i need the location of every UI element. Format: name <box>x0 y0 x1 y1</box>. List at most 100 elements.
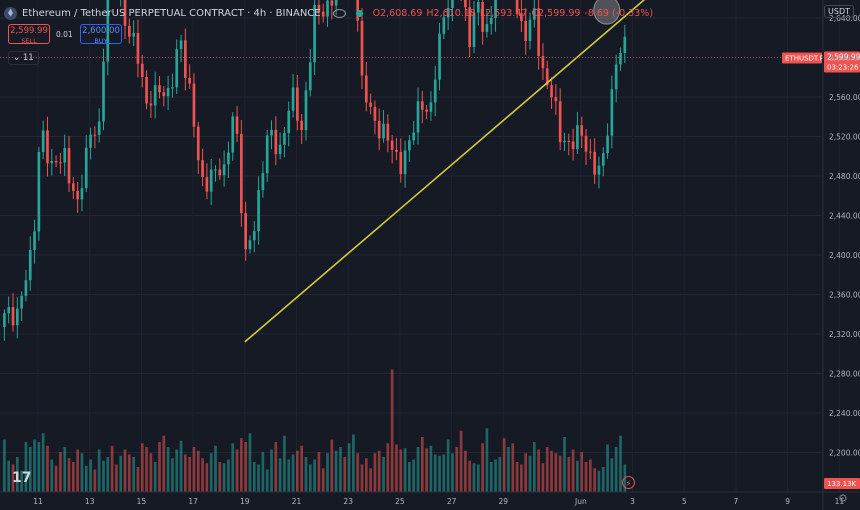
candle-body <box>145 76 148 104</box>
volume-bar <box>80 453 84 492</box>
volume-bar <box>425 448 428 492</box>
y-tick-label: 2,320.00 <box>829 330 860 339</box>
candle-body <box>235 116 239 134</box>
symbol-header[interactable]: Ethereum / TetherUS PERPETUAL CONTRACT ·… <box>4 4 657 22</box>
candle-body <box>184 40 187 78</box>
tradingview-logo[interactable]: 17 <box>12 470 32 486</box>
candle-body <box>567 140 571 142</box>
candle-body <box>149 103 153 106</box>
volume-bar <box>296 450 299 492</box>
candle-body <box>468 7 472 47</box>
candle-body <box>76 190 79 200</box>
volume-bar <box>115 464 118 492</box>
volume-bar <box>382 457 385 492</box>
volume-bar <box>175 449 179 492</box>
candle-body <box>515 0 519 14</box>
volume-bar <box>412 459 416 492</box>
volume-bar <box>364 458 368 492</box>
volume-tag <box>824 478 860 489</box>
volume-bar <box>265 469 269 492</box>
candle-body <box>382 123 385 139</box>
buy-button[interactable]: 2,600.00 BUY <box>80 24 122 45</box>
volume-bar <box>179 440 183 492</box>
candle-body <box>308 62 312 91</box>
candle-body <box>524 20 528 41</box>
candle-body <box>33 231 36 250</box>
gear-icon[interactable]: ⚙ <box>838 492 848 505</box>
volume-bar <box>619 435 622 492</box>
y-tick-label: 2,400.00 <box>829 251 860 260</box>
x-tick-label: 3 <box>630 497 635 506</box>
candle-body <box>248 240 252 250</box>
volume-bar <box>196 450 200 492</box>
status-dot-icon <box>355 9 363 17</box>
buy-price: 2,600.00 <box>82 26 120 36</box>
candle-body <box>489 18 493 25</box>
eye-icon[interactable] <box>332 8 346 18</box>
volume-bar <box>584 462 588 492</box>
candle-body <box>300 120 304 131</box>
currency-selector[interactable]: USDT <box>824 5 854 18</box>
volume-bar <box>567 457 571 492</box>
candle-body <box>136 33 140 64</box>
candle-body <box>265 135 269 174</box>
sell-button[interactable]: 2,599.99 SELL <box>8 24 50 45</box>
candle-body <box>261 173 265 191</box>
lightning-icon[interactable]: ⚡ <box>622 476 635 489</box>
candle-body <box>442 17 446 34</box>
spread-value: 0.01 <box>56 30 73 39</box>
volume-bar <box>347 443 351 492</box>
symbol-tag <box>782 52 822 64</box>
candle-body <box>15 308 19 326</box>
volume-bar <box>352 434 355 492</box>
volume-bar <box>37 442 41 492</box>
volume-bar <box>67 458 71 492</box>
x-tick-label: 17 <box>188 497 198 506</box>
candle-body <box>175 49 179 88</box>
candle-body <box>171 87 174 89</box>
volume-bar <box>330 439 334 492</box>
volume-bar <box>498 457 502 492</box>
volume-bar <box>502 438 506 492</box>
volume-bar <box>166 447 170 492</box>
x-tick-label: 11 <box>33 497 43 506</box>
candle-body <box>291 87 295 111</box>
candle-body <box>50 160 54 164</box>
volume-bar <box>511 443 515 492</box>
volume-bar <box>597 470 601 492</box>
volume-bar <box>438 455 441 492</box>
candle-body <box>140 63 144 77</box>
candle-body <box>278 144 282 155</box>
candle-body <box>209 169 213 192</box>
candle-body <box>403 150 407 175</box>
candle-body <box>330 0 334 6</box>
volume-bar <box>433 454 437 492</box>
volume-bar <box>356 453 360 492</box>
volume-bar <box>377 450 381 492</box>
candle-body <box>132 33 135 37</box>
x-tick-label: 21 <box>292 497 302 506</box>
candle-body <box>84 147 88 189</box>
candle-body <box>231 116 235 153</box>
volume-bar <box>300 445 304 492</box>
volume-bar <box>390 369 394 492</box>
volume-bar <box>205 463 209 492</box>
candle-body <box>429 102 433 112</box>
volume-bar <box>554 453 558 492</box>
volume-bar <box>162 435 166 492</box>
indicators-toggle[interactable]: ⌄ 11 <box>8 51 39 65</box>
volume-bar <box>343 457 347 492</box>
candle-body <box>563 140 566 143</box>
price-tag-label: 2,599.99 <box>827 53 860 62</box>
candle-body <box>321 11 325 17</box>
volume-bar <box>334 450 338 492</box>
volume-bars <box>3 369 627 492</box>
volume-bar <box>545 447 549 492</box>
countdown-label: 03:23:26 <box>827 64 859 72</box>
x-tick-label: 27 <box>447 497 457 506</box>
volume-bar <box>459 430 463 492</box>
candle-body <box>201 160 204 178</box>
candle-body <box>24 280 28 296</box>
symbol-title[interactable]: Ethereum / TetherUS PERPETUAL CONTRACT ·… <box>22 7 321 19</box>
